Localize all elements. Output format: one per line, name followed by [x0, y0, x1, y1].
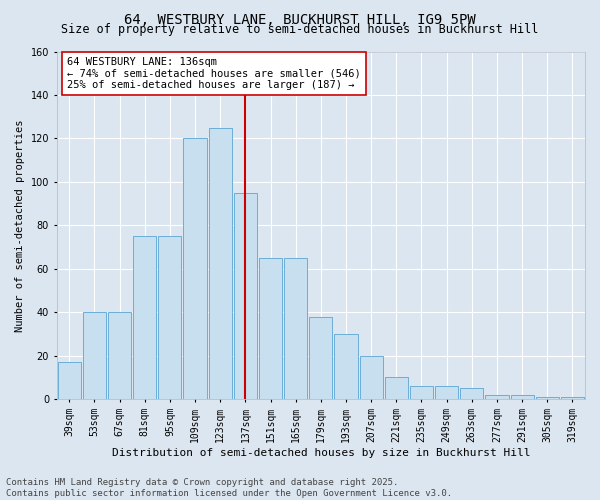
X-axis label: Distribution of semi-detached houses by size in Buckhurst Hill: Distribution of semi-detached houses by …: [112, 448, 530, 458]
Bar: [309, 316, 332, 399]
Text: Contains HM Land Registry data © Crown copyright and database right 2025.
Contai: Contains HM Land Registry data © Crown c…: [6, 478, 452, 498]
Bar: [410, 386, 433, 399]
Bar: [284, 258, 307, 399]
Bar: [334, 334, 358, 399]
Bar: [460, 388, 484, 399]
Bar: [536, 397, 559, 399]
Bar: [184, 138, 206, 399]
Bar: [561, 397, 584, 399]
Text: Size of property relative to semi-detached houses in Buckhurst Hill: Size of property relative to semi-detach…: [61, 22, 539, 36]
Bar: [435, 386, 458, 399]
Bar: [259, 258, 282, 399]
Bar: [158, 236, 181, 399]
Bar: [209, 128, 232, 399]
Bar: [511, 394, 533, 399]
Bar: [485, 394, 509, 399]
Bar: [133, 236, 157, 399]
Y-axis label: Number of semi-detached properties: Number of semi-detached properties: [15, 119, 25, 332]
Text: 64, WESTBURY LANE, BUCKHURST HILL, IG9 5PW: 64, WESTBURY LANE, BUCKHURST HILL, IG9 5…: [124, 12, 476, 26]
Bar: [234, 192, 257, 399]
Bar: [385, 378, 408, 399]
Bar: [359, 356, 383, 399]
Bar: [108, 312, 131, 399]
Text: 64 WESTBURY LANE: 136sqm
← 74% of semi-detached houses are smaller (546)
25% of : 64 WESTBURY LANE: 136sqm ← 74% of semi-d…: [67, 56, 361, 90]
Bar: [58, 362, 81, 399]
Bar: [83, 312, 106, 399]
